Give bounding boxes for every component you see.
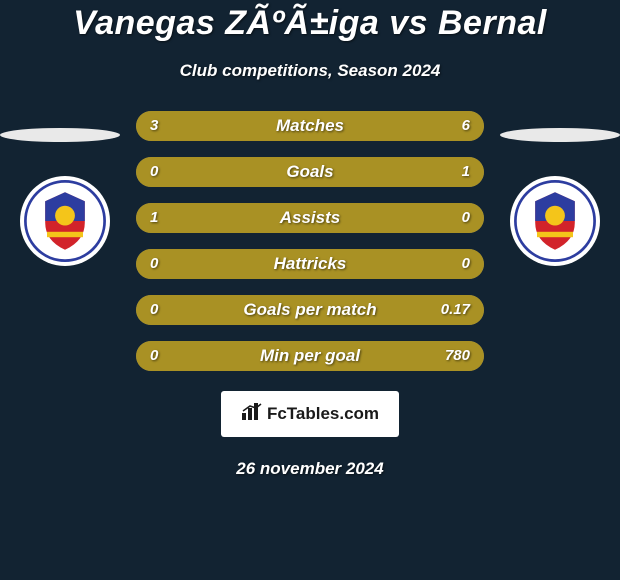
stat-label: Hattricks	[136, 249, 484, 279]
stat-value-left: 0	[150, 341, 158, 371]
date-label: 26 november 2024	[0, 459, 620, 479]
stat-value-right: 0	[462, 203, 470, 233]
stat-value-right: 1	[462, 157, 470, 187]
chart-icon	[241, 403, 263, 426]
stat-value-right: 0.17	[441, 295, 470, 325]
stat-value-left: 3	[150, 111, 158, 141]
stat-label: Min per goal	[136, 341, 484, 371]
stat-value-left: 0	[150, 295, 158, 325]
footer-label: FcTables.com	[267, 404, 379, 424]
player-silhouette-left	[0, 128, 120, 142]
subtitle: Club competitions, Season 2024	[0, 61, 620, 81]
shield-icon	[20, 176, 110, 266]
stat-value-right: 6	[462, 111, 470, 141]
team-crest-right	[510, 176, 600, 266]
stat-value-right: 780	[445, 341, 470, 371]
stat-row: Goals per match0 0.17	[136, 295, 484, 325]
stat-row: Goals0 1	[136, 157, 484, 187]
stat-row: Assists1 0	[136, 203, 484, 233]
stat-label: Matches	[136, 111, 484, 141]
stat-value-left: 0	[150, 157, 158, 187]
stat-label: Goals per match	[136, 295, 484, 325]
shield-icon	[510, 176, 600, 266]
stat-row: Hattricks0 0	[136, 249, 484, 279]
stat-value-left: 1	[150, 203, 158, 233]
stats-panel: Matches36Goals01Assists10Hattricks00Goal…	[136, 111, 484, 371]
stat-row: Matches3 6	[136, 111, 484, 141]
stat-label: Goals	[136, 157, 484, 187]
team-crest-left	[20, 176, 110, 266]
page-title: Vanegas ZÃºÃ±iga vs Bernal	[0, 4, 620, 43]
stat-label: Assists	[136, 203, 484, 233]
stat-row: Min per goal0 780	[136, 341, 484, 371]
stat-value-right: 0	[462, 249, 470, 279]
player-silhouette-right	[500, 128, 620, 142]
stat-value-left: 0	[150, 249, 158, 279]
footer-badge[interactable]: FcTables.com	[221, 391, 399, 437]
